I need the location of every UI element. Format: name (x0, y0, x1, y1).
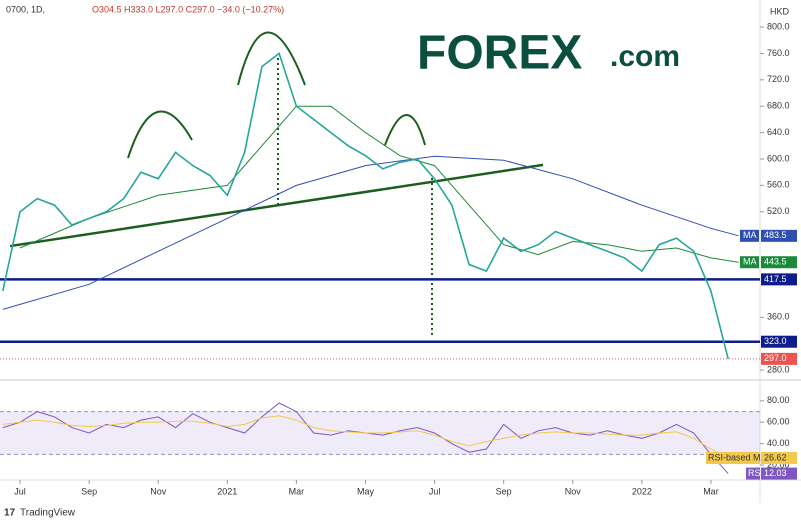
y-tick-label: 80.00 (767, 395, 790, 405)
value-box (761, 467, 797, 480)
y-tick-label: 720.0 (767, 74, 790, 84)
y-tick-label: 520.0 (767, 206, 790, 216)
y-tick-label: 360.0 (767, 312, 790, 322)
chart-title: 0700, 1D, (6, 4, 45, 14)
value-box (761, 451, 797, 464)
x-tick-label: May (357, 486, 375, 496)
pattern-arc (127, 110, 193, 159)
series-value-label: 12.03 (764, 468, 787, 478)
footer: TradingView (20, 508, 76, 519)
pattern-arc (384, 114, 426, 146)
ohlc-readout: O304.5 H333.0 L297.0 C297.0 −34.0 (−10.2… (92, 4, 284, 14)
label-box (706, 451, 760, 464)
moving-average (19, 105, 739, 263)
y-tick-label: 640.0 (767, 127, 790, 137)
series-name: MA (743, 257, 757, 267)
pattern-arc (237, 31, 306, 86)
logo: FOREX (417, 27, 582, 80)
y-tick-label: 20.00 (767, 459, 790, 469)
x-tick-label: Jul (429, 486, 441, 496)
x-tick-label: 2022 (632, 486, 652, 496)
ma-label: 443.5 (764, 257, 787, 267)
series-line (2, 415, 729, 459)
x-tick-label: Jul (14, 486, 26, 496)
value-box (761, 352, 797, 365)
last-price-label: 297.0 (764, 353, 787, 363)
x-tick-label: Mar (289, 486, 305, 496)
x-tick-label: Mar (703, 486, 719, 496)
y-tick-label: 760.0 (767, 48, 790, 58)
currency: HKD (770, 6, 790, 16)
y-tick-label: 680.0 (767, 101, 790, 111)
y-tick-label: 40.00 (767, 438, 790, 448)
x-tick-label: Nov (150, 486, 167, 496)
level-label: 417.5 (764, 274, 787, 284)
y-tick-label: 600.0 (767, 153, 790, 163)
value-box (761, 335, 797, 348)
series-line (2, 52, 729, 360)
logo-suffix: .com (610, 40, 680, 73)
y-tick-label: 280.0 (767, 364, 790, 374)
y-tick-label: 60.00 (767, 417, 790, 427)
series-value-label: 26.62 (764, 452, 787, 462)
label-box (746, 467, 760, 480)
value-box (761, 273, 797, 286)
footer-icon: 17 (4, 508, 16, 519)
label-box (740, 229, 759, 242)
x-tick-label: Nov (565, 486, 582, 496)
x-tick-label: Sep (81, 486, 97, 496)
series-name: RSI (748, 468, 763, 478)
moving-average (2, 155, 739, 310)
value-box (761, 229, 797, 242)
x-tick-label: 2021 (217, 486, 237, 496)
trendline (9, 163, 544, 248)
label-box (740, 256, 759, 269)
ma-label: 483.5 (764, 230, 787, 240)
value-box (761, 256, 797, 269)
y-tick-label: 800.0 (767, 21, 790, 31)
x-tick-label: Sep (496, 486, 512, 496)
level-label: 323.0 (764, 336, 787, 346)
series-name: MA (743, 230, 757, 240)
y-tick-label: 560.0 (767, 180, 790, 190)
series-name: RSI-based MA (708, 452, 767, 462)
